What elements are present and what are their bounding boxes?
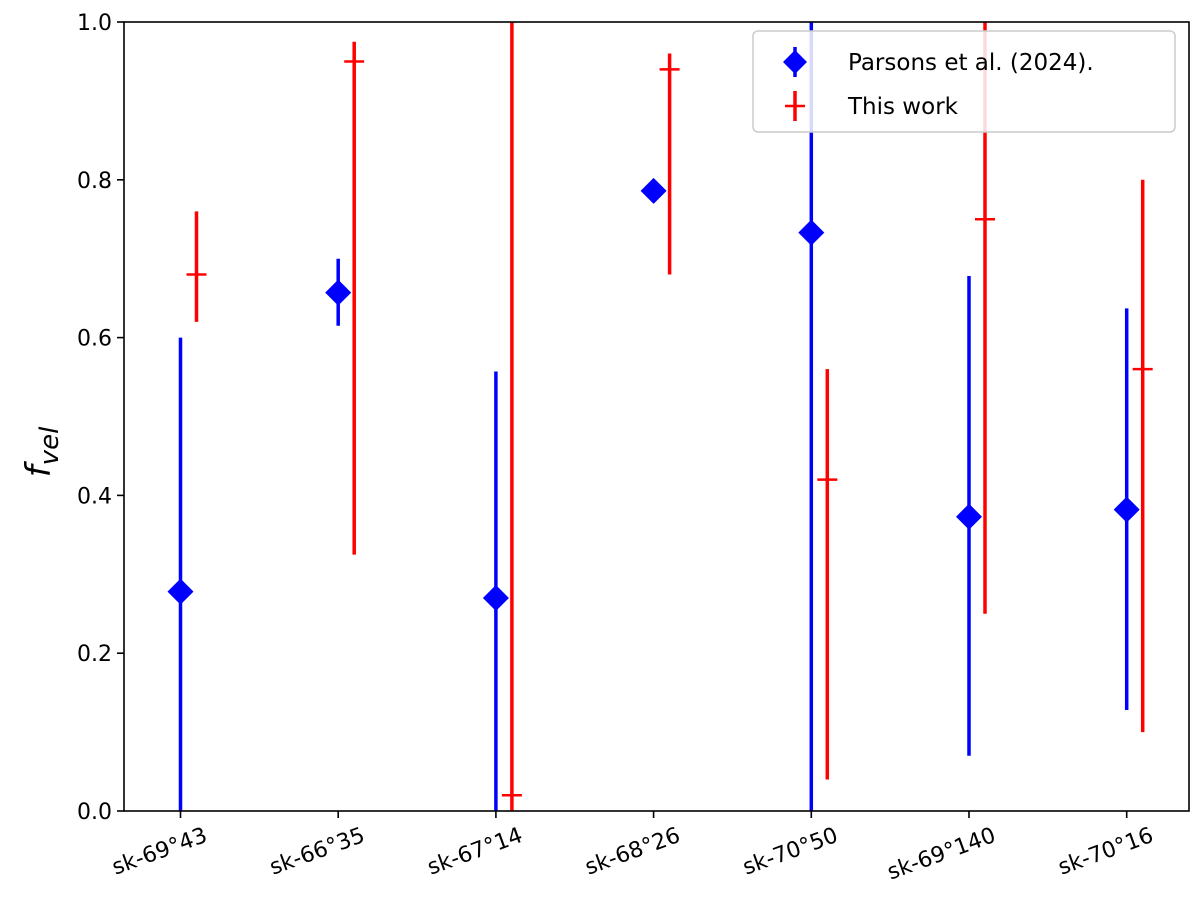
data-point [1113,496,1140,523]
legend-label-this-work: This work [847,94,959,120]
data-point [640,177,667,204]
legend-diamond-marker [783,50,807,74]
data-point [482,584,509,611]
y-tick-label: 1.0 [77,11,112,36]
y-axis-label-sub: vel [35,426,65,465]
y-tick-label: 0.2 [77,642,112,667]
plot-marks [167,22,1153,811]
x-tick-label: sk-66°35 [267,823,369,880]
legend-label-parsons: Parsons et al. (2024). [848,50,1094,76]
legend-entry-this-work: This work [785,91,959,121]
x-tick-label: sk-69°140 [884,823,999,885]
data-point [798,219,825,246]
plot-area [167,22,1153,811]
y-tick-label: 0.8 [77,169,112,194]
x-tick-label: sk-68°26 [582,823,684,880]
plot-frame [123,21,1190,812]
data-point [167,578,194,605]
y-axis-label: fvel [19,426,65,477]
x-tick-label: sk-67°14 [424,823,526,880]
legend-box [752,30,1176,133]
y-tick-label: 0.4 [77,484,112,509]
y-tick-label: 0.6 [77,327,112,352]
legend: Parsons et al. (2024). This work [752,30,1176,133]
legend-entry-parsons: Parsons et al. (2024). [783,47,1094,77]
x-tick-label: sk-70°16 [1055,823,1157,880]
data-point [956,503,982,530]
data-point [325,279,352,306]
series-parsons [167,22,1140,811]
series-this-work [186,22,1153,811]
y-tick-label: 0.0 [77,800,112,825]
x-tick-label: sk-69°43 [109,823,211,880]
axes: 0.0 0.2 0.4 0.6 0.8 1.0 sk-69°43 sk-66°35 sk-67°… [77,11,1157,885]
x-tick-label: sk-70°50 [740,823,842,880]
